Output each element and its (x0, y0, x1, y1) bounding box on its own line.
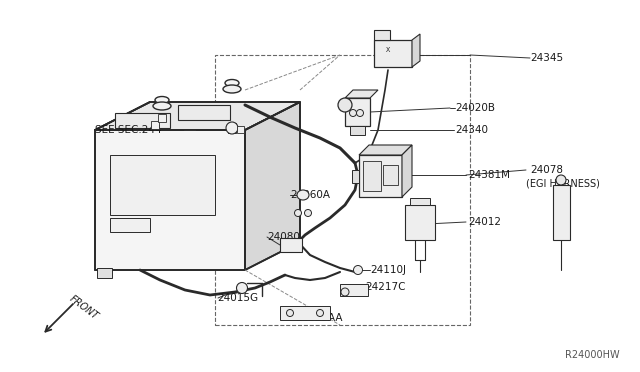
Polygon shape (412, 34, 420, 67)
Bar (158, 114, 166, 122)
Ellipse shape (237, 282, 248, 294)
Text: 24340: 24340 (455, 125, 488, 135)
Ellipse shape (294, 209, 301, 217)
Text: 24381M: 24381M (468, 170, 510, 180)
Text: 24080: 24080 (267, 232, 300, 242)
Bar (228, 123, 236, 133)
Bar (151, 121, 159, 129)
Ellipse shape (225, 80, 239, 87)
Polygon shape (95, 130, 245, 270)
Polygon shape (280, 306, 330, 320)
Text: 24078: 24078 (530, 165, 563, 175)
Text: R24000HW: R24000HW (565, 350, 620, 360)
Polygon shape (359, 145, 412, 155)
Ellipse shape (349, 109, 356, 116)
Polygon shape (110, 155, 215, 215)
Text: 24020B: 24020B (455, 103, 495, 113)
Polygon shape (340, 284, 368, 296)
Polygon shape (345, 98, 370, 126)
Ellipse shape (155, 96, 169, 103)
Text: 24015G: 24015G (217, 293, 258, 303)
Ellipse shape (297, 190, 309, 200)
Polygon shape (553, 185, 570, 240)
Polygon shape (280, 238, 302, 252)
Polygon shape (350, 126, 365, 135)
Polygon shape (383, 165, 398, 185)
Polygon shape (115, 113, 170, 128)
Ellipse shape (317, 310, 323, 317)
Ellipse shape (305, 209, 312, 217)
Ellipse shape (338, 98, 352, 112)
Polygon shape (374, 30, 390, 40)
Text: 24217C: 24217C (365, 282, 406, 292)
Ellipse shape (353, 266, 362, 275)
Text: 24029AA: 24029AA (295, 313, 342, 323)
Ellipse shape (341, 288, 349, 296)
Ellipse shape (226, 122, 238, 134)
Text: SEE SEC.244: SEE SEC.244 (95, 125, 162, 135)
Text: 24110J: 24110J (370, 265, 406, 275)
Ellipse shape (223, 85, 241, 93)
Polygon shape (359, 155, 402, 197)
Ellipse shape (153, 102, 171, 110)
Text: 24012: 24012 (468, 217, 501, 227)
Polygon shape (405, 205, 435, 240)
Polygon shape (374, 40, 412, 67)
Polygon shape (95, 102, 300, 130)
Ellipse shape (356, 109, 364, 116)
Bar (97, 268, 112, 278)
Polygon shape (363, 161, 381, 191)
Text: FRONT: FRONT (68, 294, 100, 322)
Text: X: X (386, 47, 390, 53)
Text: (EGI HARNESS): (EGI HARNESS) (526, 178, 600, 188)
Text: 24345: 24345 (530, 53, 563, 63)
Polygon shape (402, 145, 412, 197)
Polygon shape (345, 90, 378, 98)
Text: 24060A: 24060A (290, 190, 330, 200)
Bar (215, 55, 470, 325)
Ellipse shape (287, 310, 294, 317)
Polygon shape (110, 218, 150, 232)
Bar (237, 126, 244, 133)
Polygon shape (352, 170, 359, 183)
Polygon shape (410, 198, 430, 205)
Polygon shape (245, 102, 300, 270)
Ellipse shape (556, 175, 566, 185)
Polygon shape (178, 105, 230, 120)
